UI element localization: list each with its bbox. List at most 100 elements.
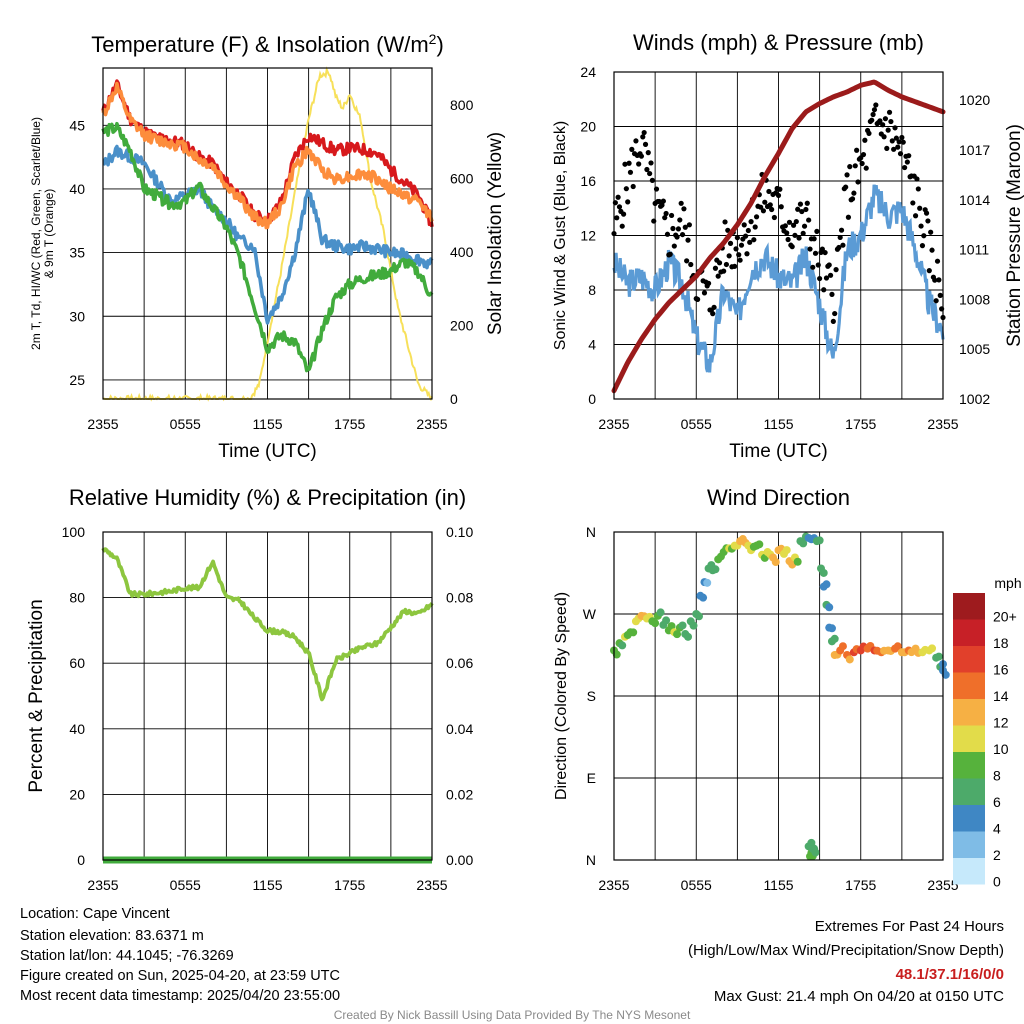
direction-point — [699, 593, 708, 602]
legend-label: 2 — [993, 847, 1001, 863]
gust-point — [619, 223, 625, 229]
gust-point — [906, 153, 912, 159]
x-tick-label: 2355 — [416, 416, 447, 432]
gust-point — [822, 249, 828, 256]
gust-point — [627, 169, 634, 175]
gust-point — [892, 125, 898, 131]
station-elevation: Station elevation: 83.6371 m — [20, 928, 204, 944]
gust-point — [869, 117, 875, 123]
gust-point — [891, 146, 897, 152]
y-axis-title: Direction (Colored By Speed) — [553, 592, 570, 800]
gust-point — [833, 267, 839, 273]
y-right-tick-label: 200 — [450, 317, 474, 333]
direction-point — [689, 621, 698, 630]
gust-point — [880, 122, 886, 128]
direction-point — [822, 580, 831, 589]
gust-point — [716, 260, 723, 266]
gust-point — [817, 275, 823, 282]
gust-point — [771, 214, 777, 221]
direction-point — [811, 848, 820, 857]
legend-swatch — [953, 619, 985, 646]
x-tick-label: 0555 — [681, 416, 712, 432]
y-right-tick-label: 0.06 — [446, 655, 473, 671]
gust-point — [838, 227, 845, 233]
gust-point — [933, 298, 939, 304]
extremes-values: 48.1/37.1/16/0/0 — [895, 966, 1004, 983]
gust-point — [641, 129, 647, 136]
direction-point — [662, 616, 671, 625]
y-right-tick-label: 1014 — [959, 192, 990, 208]
gust-point — [616, 204, 623, 210]
direction-point — [684, 632, 693, 641]
panel-title: Relative Humidity (%) & Precipitation (i… — [69, 485, 466, 510]
gust-point — [881, 134, 887, 140]
gust-point — [925, 218, 931, 224]
gust-point — [926, 268, 932, 274]
x-axis-title: Time (UTC) — [218, 441, 317, 462]
gust-point — [893, 135, 899, 141]
direction-point — [755, 540, 764, 549]
gust-point — [871, 107, 878, 113]
gust-point — [889, 138, 895, 144]
gust-point — [671, 243, 677, 249]
gust-point — [914, 176, 920, 182]
gust-point — [847, 164, 853, 170]
gust-point — [688, 261, 694, 268]
plot-frame — [102, 531, 433, 861]
direction-point — [819, 568, 828, 577]
gust-point — [819, 246, 825, 252]
gust-point — [660, 198, 666, 204]
gust-point — [664, 231, 671, 237]
legend-swatch — [953, 593, 985, 620]
gust-point — [870, 111, 876, 118]
gust-point — [777, 186, 783, 192]
y-tick-label: 0 — [588, 391, 596, 407]
gust-point — [902, 164, 908, 171]
gust-point — [668, 212, 675, 219]
y-tick-label: 35 — [69, 245, 85, 261]
y-tick-label: 16 — [580, 173, 596, 189]
gust-point — [648, 160, 654, 166]
y-tick-label: S — [587, 688, 596, 704]
gust-point — [681, 206, 687, 212]
direction-point — [838, 642, 847, 651]
gust-point — [747, 239, 753, 245]
direction-point — [827, 624, 836, 633]
figure-created: Figure created on Sun, 2025-04-20, at 23… — [20, 968, 340, 984]
y-tick-label: 80 — [69, 590, 85, 606]
y-right-tick-label: 0.00 — [446, 852, 473, 868]
direction-point — [711, 565, 720, 574]
gust-point — [630, 183, 636, 190]
gust-point — [638, 153, 645, 159]
gust-point — [895, 144, 901, 150]
gust-point — [744, 251, 750, 257]
gust-point — [711, 304, 717, 310]
plot-frame — [613, 531, 944, 861]
series-line-2 — [102, 144, 434, 325]
y-tick-label: W — [583, 606, 597, 622]
gust-point — [682, 224, 688, 230]
gust-point — [778, 204, 784, 210]
gust-point — [678, 200, 684, 206]
gust-point — [896, 139, 902, 145]
gust-point — [860, 151, 867, 158]
x-tick-label: 1155 — [252, 877, 282, 893]
y-right-tick-label: 600 — [450, 170, 474, 186]
gust-point — [849, 196, 856, 202]
gust-point — [745, 227, 751, 234]
gust-point — [854, 147, 860, 153]
direction-point — [845, 655, 854, 664]
y-right-tick-label: 1005 — [959, 341, 990, 357]
y-tick-label: E — [587, 770, 596, 786]
gust-point — [866, 130, 872, 136]
x-tick-label: 2355 — [927, 877, 958, 893]
y-axis-title-wrap: Percent & Precipitation — [26, 599, 47, 792]
gust-point — [863, 165, 869, 171]
series-line-3 — [101, 121, 434, 373]
gust-point — [807, 246, 813, 252]
y-tick-label: N — [586, 524, 596, 540]
gust-point — [937, 292, 943, 298]
y-right-axis-title: Solar Insolation (Yellow) — [485, 132, 506, 335]
gust-point — [622, 161, 628, 167]
